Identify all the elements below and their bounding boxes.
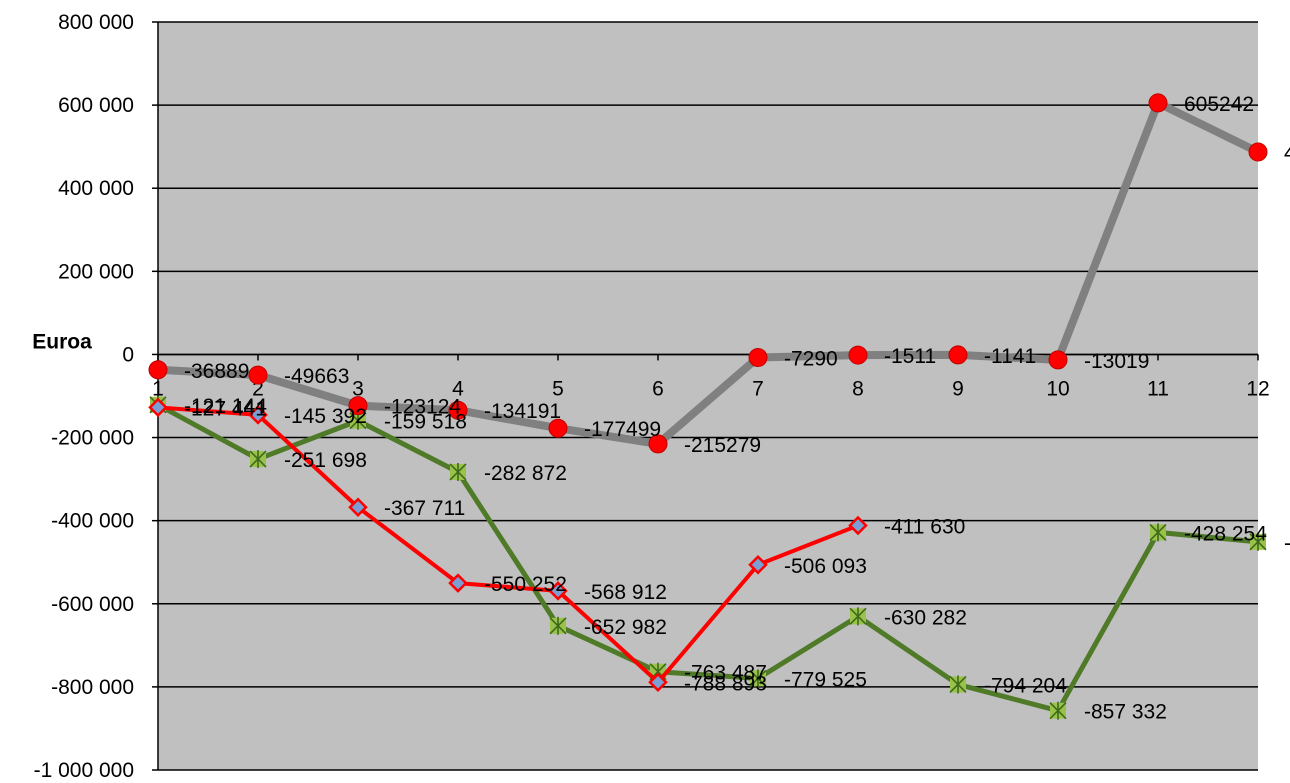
x-category-label: 6	[652, 377, 664, 400]
data-label: -450 976	[1284, 532, 1290, 555]
data-label: -794 204	[984, 674, 1067, 697]
y-tick-label: 200 000	[58, 260, 134, 283]
data-label: -550 252	[484, 573, 567, 596]
y-tick-label: -1 000 000	[34, 759, 134, 782]
x-category-label: 7	[752, 377, 764, 400]
data-label: -145 392	[284, 405, 367, 428]
blue-diamond-icon	[148, 397, 168, 418]
data-label: -506 093	[784, 555, 867, 578]
x-category-label: 11	[1147, 377, 1169, 400]
x-category-label: 10	[1046, 377, 1069, 400]
data-label: -763 487	[684, 662, 767, 685]
blue-diamond-icon	[748, 554, 768, 575]
red-circle-icon	[448, 400, 468, 420]
data-label: -36889	[184, 360, 249, 383]
data-label: -652 982	[584, 616, 667, 639]
green-asterisk-icon	[1049, 701, 1067, 720]
blue-diamond-icon	[548, 581, 568, 601]
red-circle-icon	[848, 345, 868, 365]
red-circle-icon	[648, 434, 668, 454]
data-label: -134191	[484, 400, 561, 423]
series-line	[154, 98, 1262, 448]
red-circle-icon	[948, 345, 968, 365]
red-circle-icon	[1148, 93, 1168, 113]
data-label: -788 893	[684, 672, 767, 695]
data-label: -13019	[1084, 350, 1149, 373]
data-label: -282 872	[484, 462, 567, 485]
red-circle-icon	[248, 365, 268, 385]
series-line	[155, 402, 1261, 714]
y-axis-title: Euroa	[32, 330, 92, 353]
series-layer	[148, 93, 1268, 720]
x-category-label: 12	[1246, 377, 1269, 400]
y-tick-labels: 800 000 600 000 400 000 200 000 0 -200 000 -40…	[34, 11, 134, 782]
data-label: -49663	[284, 365, 349, 388]
data-label: -428 254	[1184, 522, 1267, 545]
x-category-label: 4	[452, 377, 464, 400]
red-circle-icon	[148, 360, 168, 380]
green-asterisk-icon	[1149, 523, 1167, 542]
data-label: -121 144	[184, 395, 267, 418]
x-category-label: 2	[252, 377, 264, 400]
data-label: -177499	[584, 418, 661, 441]
green-asterisk-icon	[1249, 532, 1267, 551]
x-category-label: 1	[152, 377, 164, 400]
red-circle-icon	[748, 347, 768, 367]
data-label-layer: -36889 -49663 -123124 -134191 -177499 -215279…	[184, 93, 1290, 724]
x-category-label: 5	[552, 377, 564, 400]
x-category-label: 3	[352, 377, 364, 400]
data-label: -123124	[384, 396, 461, 419]
data-label: -367 711	[384, 497, 465, 520]
data-label: -251 698	[284, 449, 367, 472]
data-label: -215279	[684, 434, 761, 457]
blue-diamond-icon	[648, 672, 668, 693]
green-asterisk-icon	[949, 675, 967, 694]
y-tick-label: 400 000	[58, 177, 134, 200]
green-asterisk-icon	[749, 669, 767, 688]
series-line	[156, 405, 860, 685]
y-tick-label: 0	[122, 343, 134, 366]
data-label: 487296	[1284, 142, 1290, 165]
blue-diamond-icon	[448, 573, 468, 593]
data-label: 605242	[1184, 93, 1254, 116]
data-label: -411 630	[884, 515, 965, 538]
green-asterisk-icon	[449, 462, 467, 481]
red-circle-icon	[1048, 350, 1068, 370]
y-tick-label: 600 000	[58, 94, 134, 117]
y-tick-label: 800 000	[58, 11, 134, 34]
blue-diamond-icon	[848, 515, 868, 536]
data-label: -127 441	[184, 397, 267, 420]
data-label: -159 518	[384, 411, 467, 434]
y-tick-label: -400 000	[51, 510, 134, 533]
series-0	[148, 93, 1268, 454]
red-circle-icon	[348, 396, 368, 416]
red-circle-icon	[1248, 142, 1268, 162]
series-2	[148, 397, 868, 693]
red-circle-icon	[548, 418, 568, 438]
series-1	[149, 395, 1267, 720]
data-label: -568 912	[584, 581, 667, 604]
data-label: -630 282	[884, 606, 967, 629]
data-label: -1141	[984, 345, 1036, 368]
x-category-labels: 1 2 3 4 5 6 7 8 9 10 11 12	[152, 377, 1270, 400]
data-label: -779 525	[784, 668, 867, 691]
data-label: -7290	[784, 347, 838, 370]
green-asterisk-icon	[849, 607, 867, 626]
blue-diamond-icon	[348, 497, 368, 518]
y-tick-label: -600 000	[51, 593, 134, 616]
x-category-label: 8	[852, 377, 864, 400]
data-label: -1511	[884, 345, 936, 368]
blue-diamond-icon	[248, 405, 268, 425]
y-tick-label: -800 000	[51, 676, 134, 699]
x-category-label: 9	[952, 377, 964, 400]
y-tick-label: -200 000	[51, 427, 134, 450]
data-label: -857 332	[1084, 701, 1167, 724]
green-asterisk-icon	[549, 616, 567, 635]
green-asterisk-icon	[249, 450, 267, 469]
